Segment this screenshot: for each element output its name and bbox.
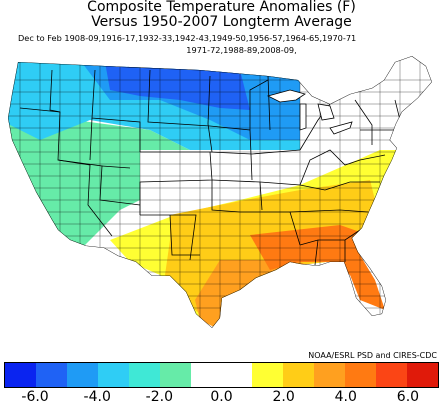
legend-tick-label: -2.0 (145, 389, 174, 405)
lake-michigan (299, 103, 307, 131)
legend-swatch (252, 363, 284, 387)
legend-swatch (221, 363, 253, 387)
legend-swatch (35, 363, 67, 387)
legend-tick-label: 2.0 (272, 389, 295, 405)
legend-swatch (66, 363, 98, 387)
lake-erie (329, 121, 353, 135)
map-title-line1: Composite Temperature Anomalies (F) (87, 0, 356, 15)
legend-tick-label: -4.0 (83, 389, 111, 405)
legend-swatch (5, 363, 36, 387)
lake-huron (317, 103, 335, 121)
map-subtitle-line2: 1971-72,1988-89,2008-09, (186, 45, 297, 55)
legend-tick-label: 6.0 (396, 389, 420, 405)
map-subtitle-line1: Dec to Feb 1908-09,1916-17,1932-33,1942-… (18, 33, 357, 43)
legend-tick-label: 0.0 (210, 389, 233, 405)
legend-swatch (376, 363, 407, 387)
region-northern-plains (105, 62, 250, 110)
color-legend-bar (4, 362, 439, 388)
legend-tick-label: -6.0 (21, 389, 49, 405)
map-title-line2: Versus 1950-2007 Longterm Average (91, 14, 352, 30)
region-southeast (250, 225, 385, 310)
legend-swatch (159, 363, 191, 387)
legend-swatch (128, 363, 160, 387)
legend-swatch (314, 363, 346, 387)
legend-swatch (97, 363, 129, 387)
legend-swatch (283, 363, 315, 387)
lake-superior (266, 89, 306, 103)
color-legend-ticks: -6.0 -4.0 -2.0 0.0 2.0 4.0 6.0 (0, 389, 443, 406)
legend-swatch (190, 363, 222, 387)
legend-swatch (406, 363, 438, 387)
legend-swatch (345, 363, 377, 387)
data-credit: NOAA/ESRL PSD and CIRES-CDC (308, 351, 437, 360)
us-anomaly-map (8, 56, 432, 328)
region-texas-coast (195, 260, 320, 328)
legend-tick-label: 4.0 (334, 389, 357, 405)
